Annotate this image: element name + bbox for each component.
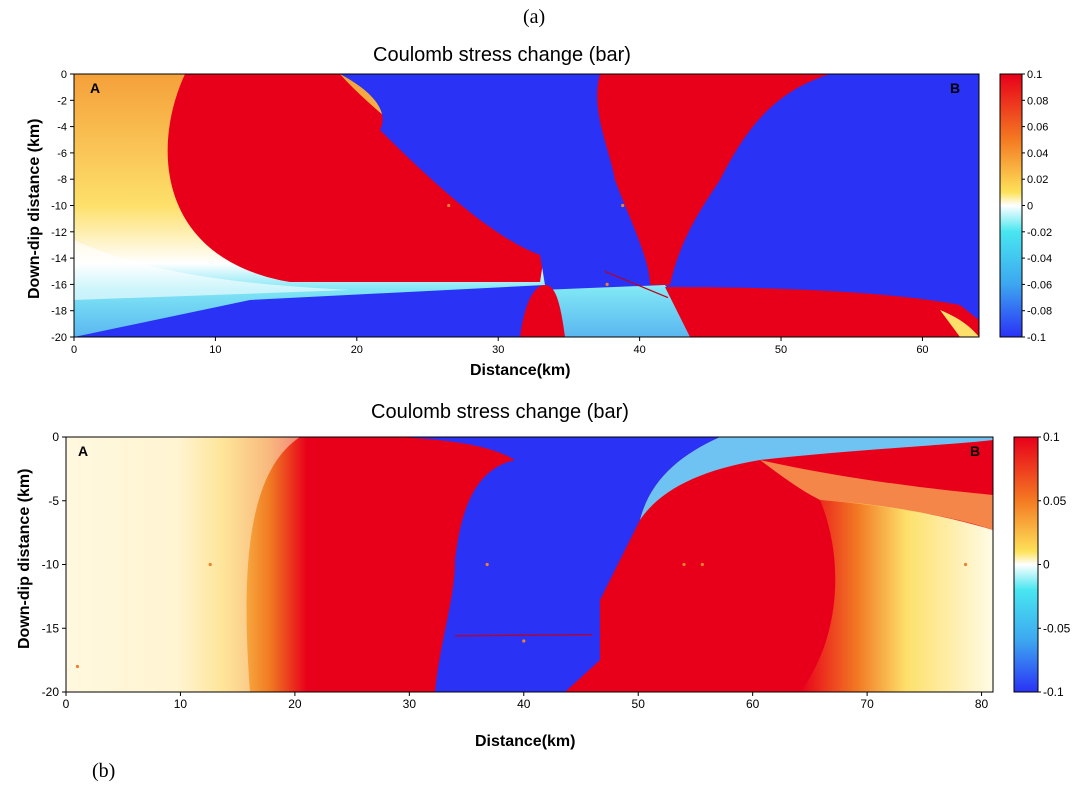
x-tick-label: 40	[517, 697, 531, 711]
chart-a-label-B: B	[950, 80, 960, 96]
station-marker	[75, 664, 80, 669]
y-tick-label: -8	[57, 174, 67, 186]
y-tick-label: -2	[57, 95, 67, 107]
x-tick-label: 50	[632, 697, 646, 711]
x-tick-label: 80	[975, 697, 989, 711]
fault-trace	[604, 270, 669, 299]
station-marker	[485, 562, 489, 567]
chart-b-label-A: A	[78, 443, 88, 459]
x-tick-label: 10	[209, 344, 221, 356]
station-marker	[208, 562, 212, 567]
station-marker	[522, 639, 526, 643]
colorbar-tick-label: -0.06	[1027, 279, 1052, 291]
station-marker	[963, 562, 968, 567]
chart-b-title: Coulomb stress change (bar)	[371, 401, 629, 423]
colorbar-tick-label: 0.05	[1043, 494, 1067, 508]
y-tick-label: -4	[57, 122, 67, 134]
y-tick-label: -12	[51, 227, 67, 239]
y-tick-label: 0	[61, 69, 67, 81]
station-marker	[682, 562, 686, 567]
colorbar-tick-label: -0.02	[1027, 227, 1052, 239]
chart-b-field	[66, 437, 993, 692]
station-marker	[605, 282, 609, 286]
chart-a-ylabel: Down-dip distance (km)	[26, 118, 43, 299]
chart-a-colorbar	[999, 73, 1023, 338]
x-tick-label: 30	[492, 344, 504, 356]
colorbar-tick-label: 0.02	[1027, 174, 1048, 186]
chart-b-xlabel: Distance(km)	[475, 733, 576, 750]
y-tick-label: -6	[57, 148, 67, 160]
x-tick-label: 60	[746, 697, 760, 711]
colorbar-tick-label: 0.06	[1027, 122, 1048, 134]
chart-a-field	[74, 74, 979, 337]
chart-a-xlabel: Distance(km)	[470, 362, 571, 379]
x-tick-label: 50	[775, 344, 787, 356]
x-tick-label: 0	[63, 697, 70, 711]
figure-label-b: (b)	[92, 760, 116, 782]
colorbar-tick-label: 0.04	[1027, 148, 1048, 160]
y-tick-label: -18	[51, 306, 67, 318]
colorbar-tick-label: 0.1	[1027, 69, 1042, 81]
colorbar-tick-label: -0.05	[1043, 621, 1071, 635]
y-tick-label: -15	[42, 621, 60, 635]
y-tick-label: -20	[51, 332, 67, 344]
x-tick-label: 70	[860, 697, 874, 711]
x-tick-label: 0	[71, 344, 77, 356]
x-tick-label: 30	[403, 697, 417, 711]
colorbar-tick-label: -0.04	[1027, 253, 1052, 265]
colorbar-tick-label: 0.08	[1027, 95, 1048, 107]
colorbar-tick-label: -0.1	[1027, 332, 1046, 344]
colorbar-tick-label: 0	[1043, 558, 1050, 572]
station-marker	[621, 203, 625, 208]
fault-trace	[455, 634, 593, 637]
chart-a-title: Coulomb stress change (bar)	[373, 44, 631, 66]
y-tick-label: -10	[51, 201, 67, 213]
y-tick-label: -14	[51, 253, 67, 265]
y-tick-label: -16	[51, 279, 67, 291]
colorbar-tick-label: 0	[1027, 201, 1033, 213]
colorbar-tick-label: -0.08	[1027, 306, 1052, 318]
colorbar-tick-label: -0.1	[1043, 685, 1064, 699]
colorbar-tick-label: 0.1	[1043, 430, 1060, 444]
station-marker	[700, 562, 704, 567]
x-tick-label: 20	[288, 697, 302, 711]
chart-a-label-A: A	[90, 80, 100, 96]
x-tick-label: 20	[351, 344, 363, 356]
station-marker	[447, 203, 451, 208]
y-tick-label: -5	[48, 494, 59, 508]
y-tick-label: 0	[52, 430, 59, 444]
figure-label-a: (a)	[523, 6, 546, 28]
chart-b-ylabel: Down-dip distance (km)	[16, 468, 33, 649]
x-tick-label: 60	[916, 344, 928, 356]
y-tick-label: -20	[42, 685, 60, 699]
chart-b-colorbar	[1013, 436, 1039, 693]
x-tick-label: 10	[174, 697, 188, 711]
chart-b-label-B: B	[970, 443, 980, 459]
x-tick-label: 40	[634, 344, 646, 356]
y-tick-label: -10	[42, 558, 60, 572]
